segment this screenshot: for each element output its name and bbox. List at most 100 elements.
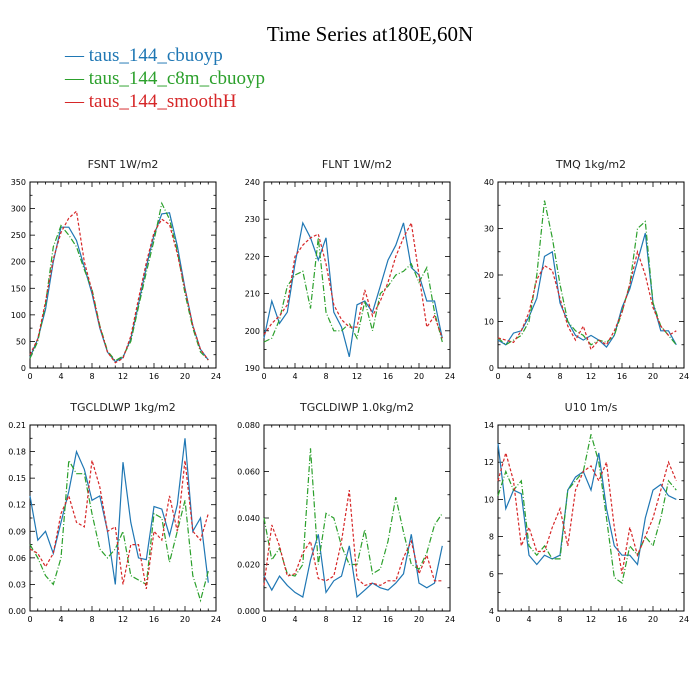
series-line-1 bbox=[263, 221, 443, 357]
y-tick-label: 250 bbox=[11, 231, 26, 240]
plot-frame bbox=[497, 424, 685, 612]
panel-title: U10 1m/s bbox=[565, 401, 618, 414]
legend: — taus_144_cbuoyp — taus_144_c8m_cbuoyp … bbox=[65, 44, 265, 113]
x-tick-label: 4 bbox=[58, 372, 63, 381]
series-line-1 bbox=[263, 534, 443, 599]
main-title: Time Series at180E,60N bbox=[266, 22, 474, 46]
x-tick-label: 24 bbox=[445, 372, 455, 381]
y-tick-label: 230 bbox=[245, 215, 260, 224]
x-tick-label: 16 bbox=[617, 372, 627, 381]
x-tick-label: 12 bbox=[118, 372, 128, 381]
panel-title: FSNT 1W/m2 bbox=[88, 158, 159, 171]
x-tick-label: 24 bbox=[211, 372, 221, 381]
x-tick-label: 16 bbox=[383, 372, 393, 381]
y-tick-label: 20 bbox=[484, 271, 494, 280]
y-tick-label: 0.06 bbox=[8, 554, 26, 563]
legend-swatch: — bbox=[65, 45, 89, 66]
chart-panel-4: TGCLDLWP 1kg/m2 0 4 8 12 16 20 24 0.00 0.03 0.06 0.… bbox=[8, 401, 221, 624]
x-tick-label: 12 bbox=[586, 615, 596, 624]
y-tick-label: 240 bbox=[245, 178, 260, 187]
y-tick-label: 8 bbox=[489, 533, 494, 542]
y-tick-label: 12 bbox=[484, 458, 494, 467]
x-tick-label: 8 bbox=[557, 372, 562, 381]
legend-label: taus_144_cbuoyp bbox=[88, 45, 223, 66]
x-tick-label: 24 bbox=[211, 615, 221, 624]
series-line-3 bbox=[29, 210, 209, 364]
x-tick-label: 4 bbox=[292, 615, 297, 624]
series-line-2 bbox=[263, 448, 443, 577]
legend-swatch: — bbox=[65, 68, 89, 89]
panel-title: TMQ 1kg/m2 bbox=[555, 158, 626, 171]
x-tick-label: 20 bbox=[414, 372, 424, 381]
series-line-1 bbox=[29, 212, 209, 363]
y-tick-label: 0.040 bbox=[237, 514, 260, 523]
y-tick-label: 190 bbox=[245, 364, 260, 373]
y-tick-label: 0 bbox=[21, 364, 26, 373]
chart-panel-1: FSNT 1W/m2 0 4 8 12 16 20 24 0 50 100 150 200 250 300 3… bbox=[11, 158, 221, 381]
series-line-2 bbox=[29, 201, 209, 362]
panel-title: TGCLDLWP 1kg/m2 bbox=[69, 401, 175, 414]
x-tick-label: 24 bbox=[679, 372, 689, 381]
y-tick-label: 0 bbox=[489, 364, 494, 373]
x-tick-label: 8 bbox=[89, 615, 94, 624]
x-tick-label: 4 bbox=[58, 615, 63, 624]
x-tick-label: 20 bbox=[180, 372, 190, 381]
y-tick-label: 0.15 bbox=[8, 474, 26, 483]
legend-label: taus_144_smoothH bbox=[88, 91, 237, 112]
x-tick-label: 8 bbox=[89, 372, 94, 381]
series-line-3 bbox=[263, 490, 443, 587]
x-tick-label: 16 bbox=[149, 615, 159, 624]
x-tick-label: 16 bbox=[617, 615, 627, 624]
plot-frame bbox=[263, 181, 451, 369]
y-tick-label: 0.080 bbox=[237, 421, 260, 430]
x-tick-label: 0 bbox=[27, 372, 32, 381]
x-tick-label: 12 bbox=[352, 372, 362, 381]
x-tick-label: 8 bbox=[557, 615, 562, 624]
x-tick-label: 24 bbox=[445, 615, 455, 624]
legend-item-c8m-cbuoyp: — taus_144_c8m_cbuoyp bbox=[65, 67, 265, 90]
panel-title: FLNT 1W/m2 bbox=[322, 158, 392, 171]
y-tick-label: 30 bbox=[484, 225, 494, 234]
y-tick-label: 220 bbox=[245, 252, 260, 261]
chart-panel-2: FLNT 1W/m2 0 4 8 12 16 20 24 190 200 210 220 230 240 bbox=[245, 158, 455, 381]
series-line-2 bbox=[29, 458, 209, 603]
x-tick-label: 4 bbox=[526, 615, 531, 624]
x-tick-label: 8 bbox=[323, 615, 328, 624]
x-tick-label: 0 bbox=[261, 615, 266, 624]
y-tick-label: 6 bbox=[489, 570, 494, 579]
y-tick-label: 0.21 bbox=[8, 421, 26, 430]
y-tick-label: 0.09 bbox=[8, 527, 26, 536]
x-tick-label: 0 bbox=[495, 615, 500, 624]
y-tick-label: 10 bbox=[484, 495, 494, 504]
x-tick-label: 4 bbox=[292, 372, 297, 381]
plot-frame bbox=[29, 181, 217, 369]
chart-panel-5: TGCLDIWP 1.0kg/m2 0 4 8 12 16 20 24 0.000 0.020 0.… bbox=[237, 401, 455, 624]
x-tick-label: 12 bbox=[586, 372, 596, 381]
series-line-2 bbox=[497, 434, 677, 585]
x-tick-label: 24 bbox=[679, 615, 689, 624]
y-tick-label: 0.12 bbox=[8, 501, 26, 510]
plot-frame bbox=[263, 424, 451, 612]
x-tick-label: 20 bbox=[648, 615, 658, 624]
x-tick-label: 8 bbox=[323, 372, 328, 381]
series-line-3 bbox=[497, 249, 677, 351]
legend-item-smoothh: — taus_144_smoothH bbox=[65, 90, 265, 113]
y-tick-label: 200 bbox=[245, 327, 260, 336]
legend-label: taus_144_c8m_cbuoyp bbox=[88, 68, 266, 89]
y-tick-label: 200 bbox=[11, 258, 26, 267]
y-tick-label: 0.020 bbox=[237, 561, 260, 570]
x-tick-label: 16 bbox=[149, 372, 159, 381]
y-tick-label: 40 bbox=[484, 178, 494, 187]
x-tick-label: 20 bbox=[648, 372, 658, 381]
y-tick-label: 100 bbox=[11, 311, 26, 320]
x-tick-label: 12 bbox=[118, 615, 128, 624]
series-line-3 bbox=[263, 220, 443, 339]
x-tick-label: 20 bbox=[180, 615, 190, 624]
series-line-1 bbox=[497, 443, 677, 566]
legend-swatch: — bbox=[65, 91, 89, 112]
y-tick-label: 210 bbox=[245, 290, 260, 299]
y-tick-label: 0.060 bbox=[237, 468, 260, 477]
y-tick-label: 300 bbox=[11, 205, 26, 214]
y-tick-label: 0.18 bbox=[8, 448, 26, 457]
